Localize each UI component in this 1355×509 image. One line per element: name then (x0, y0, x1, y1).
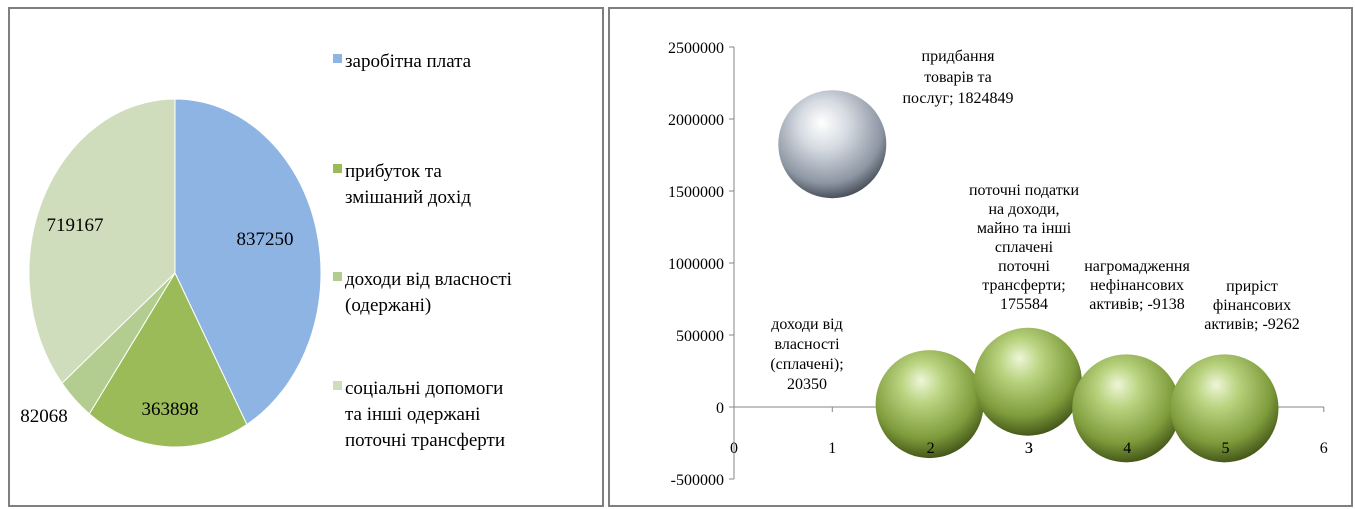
y-tick-label: 2500000 (668, 40, 724, 57)
legend-swatch (333, 164, 342, 173)
legend-swatch (333, 54, 342, 63)
bubble-data-label: нагромадження нефінансових активів; -9138 (1084, 258, 1190, 313)
x-tick-label: 2 (927, 440, 935, 457)
pie-slice (88, 271, 248, 448)
x-tick-label: 5 (1222, 440, 1230, 457)
legend-label: заробітна плата (345, 51, 472, 72)
x-tick-label: 0 (730, 440, 738, 457)
pie-value-label: 363898 (142, 399, 199, 420)
legend-entry: прибуток та змішаний дохід (333, 161, 471, 208)
x-tick-label: 6 (1320, 440, 1328, 457)
x-tick-label: 3 (1025, 440, 1033, 457)
legend-label: прибуток та змішаний дохід (345, 161, 471, 208)
x-tick-label: 1 (828, 440, 836, 457)
pie-value-label: 719167 (47, 215, 104, 236)
bubble (875, 350, 984, 459)
x-tick-label: 3 (1025, 440, 1033, 457)
y-tick-label: 0 (716, 400, 724, 417)
bubble-data-label: доходи від власності (сплачені); 20350 (770, 316, 843, 393)
bubble-chart-panel: 2500000 2000000 1500000 1000000 500000 0 -5000… (608, 7, 1353, 507)
bubble (778, 90, 887, 199)
pie-value-label: 82068 (20, 406, 68, 427)
y-tick-label: 1500000 (668, 184, 724, 201)
bubble-chart: 2500000 2000000 1500000 1000000 500000 0 -5000… (668, 40, 1328, 489)
y-tick-label: 1000000 (668, 256, 724, 273)
bubble-data-label: придбання товарів та послуг; 1824849 (902, 48, 1013, 107)
y-tick-label: 500000 (676, 328, 724, 345)
pie-slice (28, 98, 176, 384)
legend-label: доходи від власності (одержані) (345, 269, 512, 316)
legend-swatch (333, 272, 342, 281)
pie-value-label: 837250 (237, 229, 294, 250)
pie-slice (174, 98, 322, 426)
legend-swatch (333, 381, 342, 390)
bubble (1072, 354, 1181, 463)
legend-entry: доходи від власності (одержані) (333, 269, 512, 316)
y-tick-label: 2000000 (668, 112, 724, 129)
bubble-data-label: приріст фінансових активів; -9262 (1204, 278, 1300, 333)
x-tick-label: 4 (1123, 440, 1131, 457)
pie-chart: 837250 363898 82068 719167 заробітна плата пр… (20, 51, 512, 451)
legend-entry: соціальні допомоги та інші одержані поточн… (333, 378, 505, 451)
legend-entry: заробітна плата (333, 51, 472, 72)
legend-label: соціальні допомоги та інші одержані поточн… (345, 378, 505, 451)
bubble (973, 327, 1082, 436)
pie-chart-panel: 837250 363898 82068 719167 заробітна плата пр… (8, 7, 604, 507)
bubble (1170, 354, 1279, 463)
y-tick-label: -500000 (671, 472, 724, 489)
bubble-data-label: поточні податки на доходи, майно та інші сп… (969, 182, 1079, 313)
